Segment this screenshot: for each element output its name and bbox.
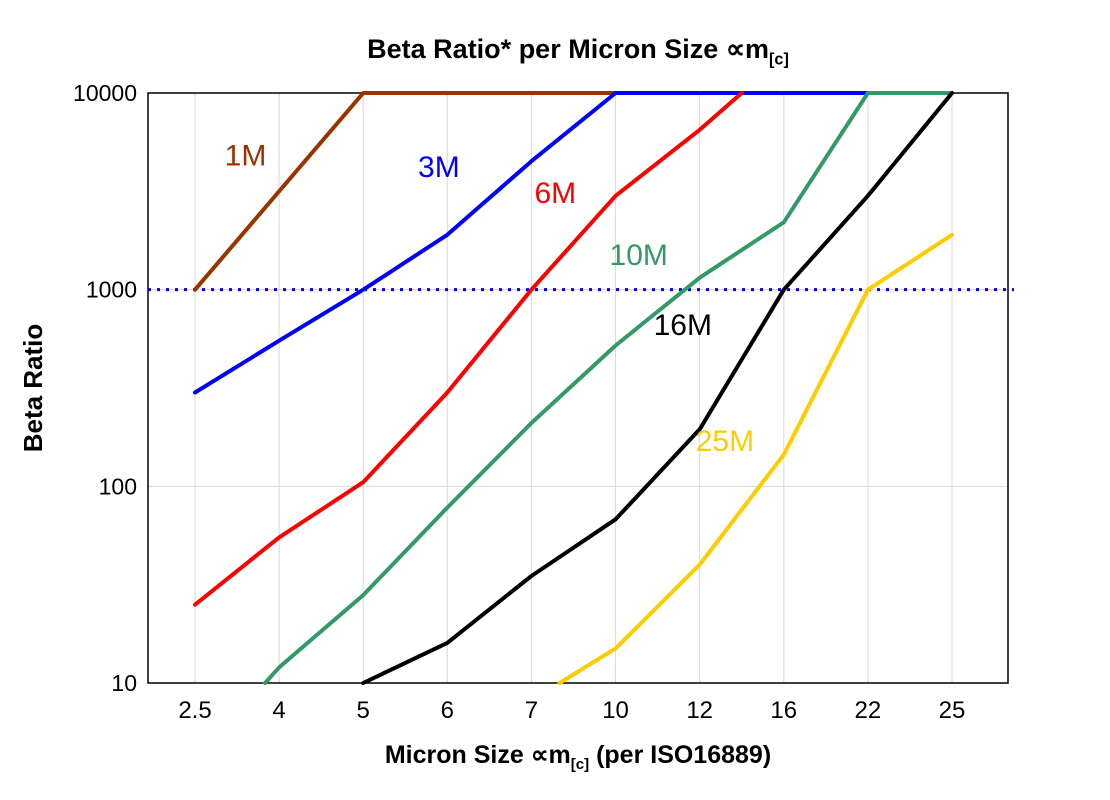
x-axis-title-suffix: (per ISO16889)	[589, 741, 772, 769]
series-line-16M	[361, 91, 954, 685]
x-axis-title-text: Micron Size ∝m	[384, 741, 571, 769]
x-tick-label-16: 16	[770, 697, 797, 724]
x-axis-title: Micron Size ∝m[c] (per ISO16889)	[148, 740, 1008, 773]
series-line-10M	[263, 91, 954, 685]
x-tick-label-22: 22	[855, 697, 882, 724]
x-tick-label-2.5: 2.5	[178, 697, 211, 724]
x-axis-title-subscript: [c]	[570, 756, 590, 773]
x-tick-label-5: 5	[357, 697, 370, 724]
x-tick-label-7: 7	[525, 697, 538, 724]
x-tick-label-6: 6	[441, 697, 454, 724]
y-tick-label-100: 100	[99, 473, 137, 499]
series-label-6M: 6M	[534, 177, 576, 210]
series-line-25M	[557, 232, 954, 685]
series-label-3M: 3M	[418, 151, 460, 184]
chart-title-text: Beta Ratio* per Micron Size ∝m	[367, 34, 770, 64]
series-line-1M	[193, 91, 618, 292]
x-tick-label-12: 12	[686, 697, 713, 724]
series-label-1M: 1M	[225, 140, 267, 173]
y-tick-label-1000: 1000	[86, 277, 137, 303]
series-label-16M: 16M	[654, 309, 712, 342]
series-label-10M: 10M	[610, 239, 668, 272]
x-tick-label-10: 10	[602, 697, 629, 724]
series-line-3M	[193, 91, 870, 395]
x-tick-label-4: 4	[272, 697, 285, 724]
x-tick-label-25: 25	[939, 697, 966, 724]
series-label-25M: 25M	[696, 425, 754, 458]
y-tick-label-10000: 10000	[73, 80, 137, 106]
chart-title-subscript: [c]	[769, 50, 789, 69]
y-tick-label-10: 10	[111, 670, 137, 696]
series-line-6M	[193, 91, 744, 607]
chart-title: Beta Ratio* per Micron Size ∝m[c]	[148, 34, 1008, 69]
